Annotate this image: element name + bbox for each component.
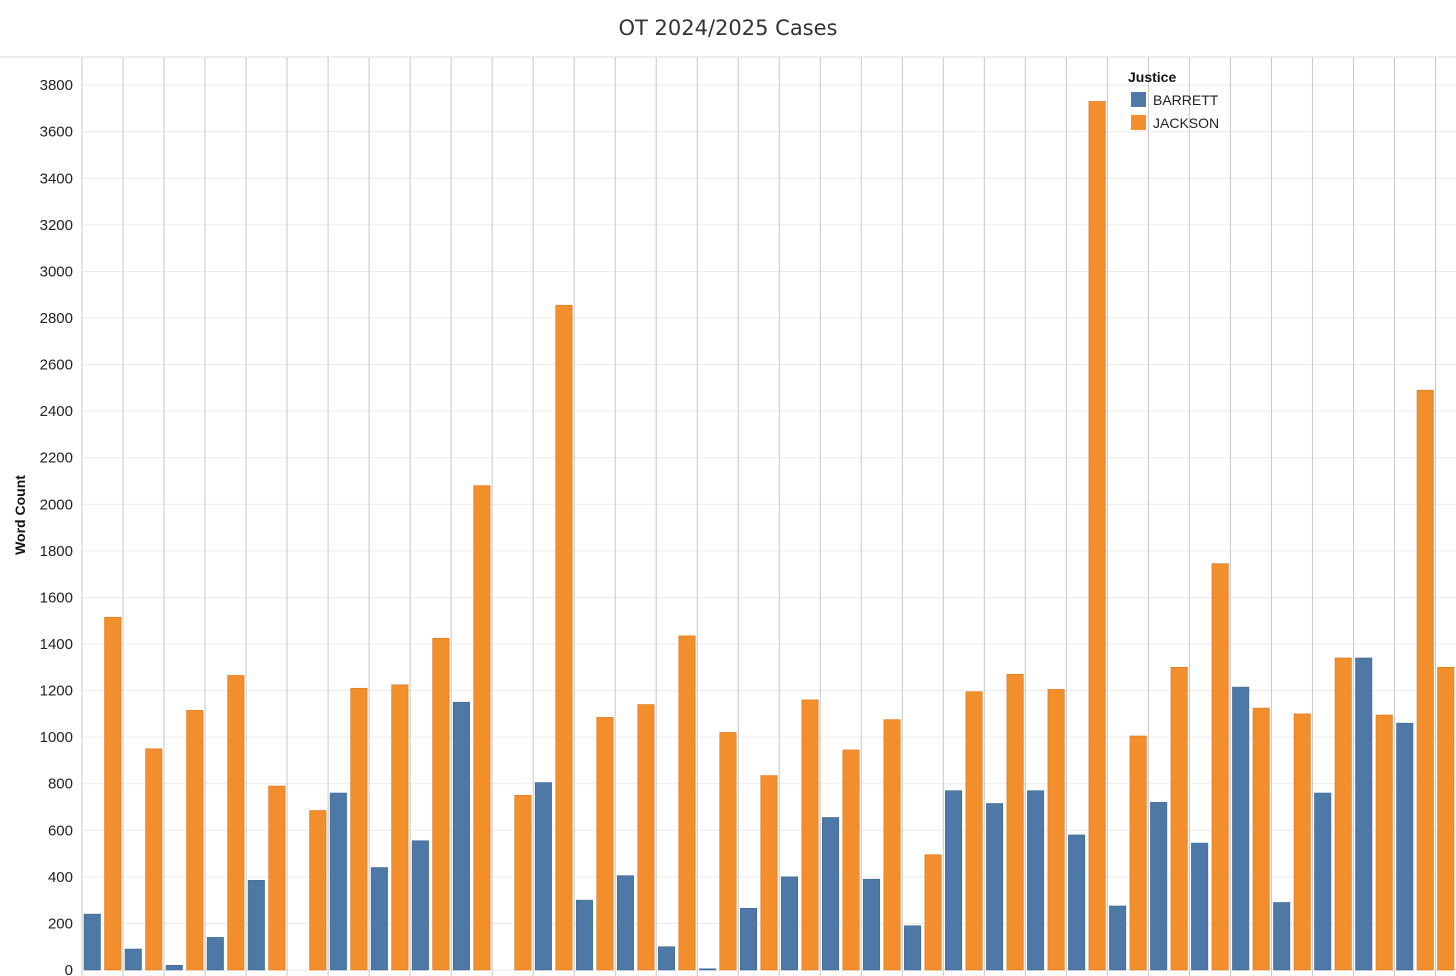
- y-tick-label: 400: [48, 869, 73, 886]
- y-axis-label: Word Count: [12, 475, 28, 555]
- bar-jackson-2: [186, 710, 204, 971]
- bar-jackson-25: [1129, 735, 1147, 971]
- bar-barrett-14: [657, 946, 675, 971]
- bar-jackson-7: [391, 684, 409, 971]
- bar-barrett-8: [411, 840, 429, 971]
- bar-jackson-21: [965, 691, 983, 971]
- bar-barrett-21: [945, 790, 963, 971]
- y-tick-label: 2200: [40, 450, 73, 467]
- bar-barrett-7: [370, 867, 388, 971]
- y-tick-label: 1800: [40, 543, 73, 560]
- pane-dividers: [81, 57, 1436, 976]
- y-tick-label: 2400: [40, 403, 73, 420]
- bar-barrett-4: [247, 880, 265, 971]
- y-tick-label: 2000: [40, 496, 73, 513]
- y-tick-label: 800: [48, 776, 73, 793]
- bar-jackson-14: [678, 635, 696, 971]
- y-tick-label: 3000: [40, 263, 73, 280]
- bar-jackson-10: [514, 795, 532, 971]
- legend-swatch-jackson: [1131, 115, 1146, 130]
- bar-barrett-2: [165, 965, 183, 971]
- bar-jackson-27: [1211, 563, 1229, 971]
- y-tick-label: 2600: [40, 357, 73, 374]
- bar-jackson-32: [1416, 389, 1434, 971]
- bar-barrett-15: [698, 968, 716, 971]
- legend-title: Justice: [1128, 69, 1176, 85]
- bar-jackson-8: [432, 637, 450, 971]
- bar-jackson-5: [309, 810, 327, 971]
- bar-barrett-18: [822, 817, 840, 971]
- bar-jackson-1: [145, 748, 163, 971]
- y-tick-label: 600: [48, 822, 73, 839]
- bar-barrett-28: [1232, 686, 1250, 971]
- bar-jackson-30: [1334, 657, 1352, 971]
- bar-barrett-6: [329, 792, 347, 971]
- bar-jackson-20: [924, 854, 942, 971]
- y-tick-label: 1200: [40, 683, 73, 700]
- bar-jackson-3: [227, 675, 245, 971]
- bar-jackson-12: [596, 717, 614, 971]
- bar-jackson-18: [842, 749, 860, 971]
- y-tick-label: 1600: [40, 589, 73, 606]
- y-tick-label: 0: [65, 962, 73, 976]
- bar-barrett-30: [1314, 792, 1332, 971]
- bar-barrett-25: [1109, 905, 1127, 971]
- y-tick-label: 200: [48, 915, 73, 932]
- y-tick-label: 3200: [40, 217, 73, 234]
- bar-jackson-6: [350, 687, 368, 971]
- bar-jackson-26: [1170, 666, 1188, 971]
- bar-jackson-23: [1047, 689, 1065, 971]
- bar-jackson-19: [883, 719, 901, 971]
- y-tick-label: 3800: [40, 77, 73, 94]
- y-tick-label: 1000: [40, 729, 73, 746]
- bar-barrett-20: [904, 925, 922, 971]
- y-tick-label: 3400: [40, 170, 73, 187]
- bar-jackson-22: [1006, 673, 1024, 971]
- legend-swatch-barrett: [1131, 92, 1146, 107]
- legend-label-jackson: JACKSON: [1153, 115, 1219, 131]
- bar-barrett-16: [739, 907, 757, 971]
- legend-label-barrett: BARRETT: [1153, 92, 1219, 108]
- y-tick-label: 1400: [40, 636, 73, 653]
- bar-barrett-1: [124, 948, 142, 971]
- bar-barrett-24: [1068, 834, 1086, 971]
- bar-barrett-17: [780, 876, 799, 971]
- legend: Justice BARRETT JACKSON: [1128, 69, 1219, 131]
- bar-barrett-29: [1273, 902, 1291, 971]
- bar-barrett-19: [863, 878, 881, 971]
- bar-jackson-31: [1375, 714, 1393, 971]
- bar-barrett-23: [1027, 790, 1045, 971]
- bar-jackson-29: [1293, 713, 1311, 971]
- y-tick-label: 3600: [40, 124, 73, 141]
- bar-jackson-33: [1437, 666, 1455, 971]
- bar-barrett-32: [1396, 722, 1414, 971]
- bar-jackson-4: [268, 785, 286, 971]
- bar-barrett-31: [1355, 657, 1373, 971]
- y-tick-label: 2800: [40, 310, 73, 327]
- bar-jackson-0: [104, 616, 122, 971]
- bar-jackson-15: [719, 732, 737, 971]
- bar-jackson-28: [1252, 707, 1270, 971]
- bar-barrett-12: [575, 899, 593, 971]
- bar-barrett-0: [83, 913, 101, 971]
- bar-barrett-3: [206, 937, 224, 971]
- bar-jackson-11: [555, 304, 573, 971]
- bars: [83, 101, 1455, 971]
- bar-jackson-24: [1088, 101, 1106, 971]
- bar-barrett-26: [1150, 802, 1168, 971]
- bar-barrett-27: [1191, 842, 1209, 971]
- bar-jackson-17: [801, 699, 819, 971]
- chart-title: OT 2024/2025 Cases: [618, 16, 838, 40]
- bar-barrett-9: [452, 701, 470, 971]
- bar-jackson-9: [473, 485, 491, 971]
- bar-barrett-11: [534, 782, 552, 971]
- bar-barrett-22: [986, 803, 1004, 971]
- bar-jackson-13: [637, 704, 655, 971]
- bar-barrett-13: [616, 875, 634, 971]
- bar-jackson-16: [760, 775, 778, 971]
- y-axis-ticks: 0 200 400 600 800 1000 1200 1400 1600 1800 2000 220…: [40, 77, 73, 976]
